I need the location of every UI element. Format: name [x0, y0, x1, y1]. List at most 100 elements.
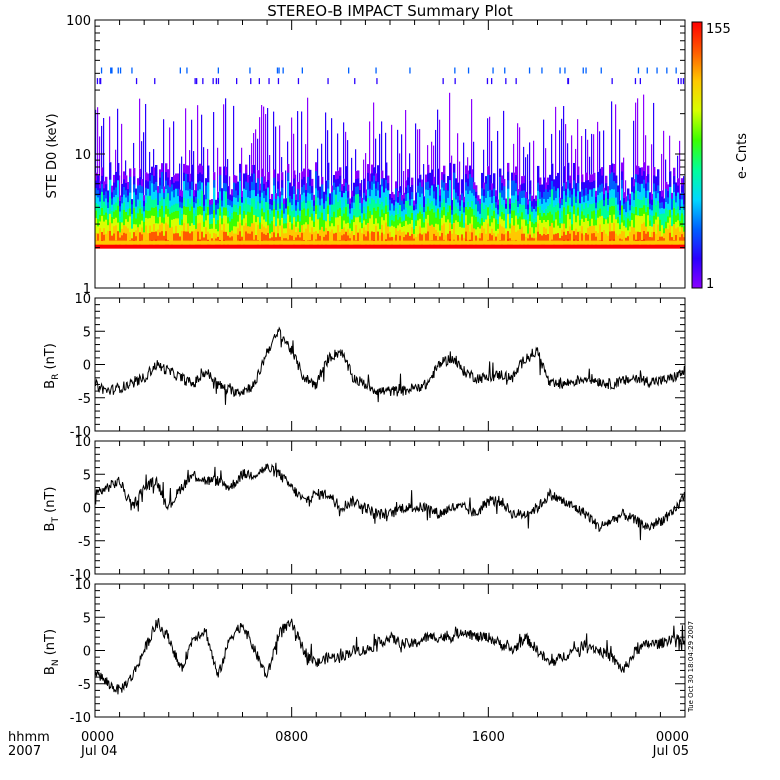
spectrogram-cell	[211, 213, 214, 219]
spectrogram-cell	[679, 231, 682, 238]
spectrogram-cell	[313, 221, 316, 227]
spectrogram-cell	[299, 199, 302, 206]
spectrogram-cell	[567, 162, 570, 172]
spectrogram-streak	[201, 114, 203, 166]
spectrogram-cell	[475, 228, 478, 236]
spectrogram-cell	[281, 194, 284, 203]
spectrogram-cell	[485, 226, 488, 234]
spectrogram-cell	[645, 175, 648, 184]
spectrogram-cell	[185, 189, 188, 199]
spectrogram-cell	[181, 202, 184, 209]
spectrogram-cell	[655, 183, 658, 192]
spectrogram-cell	[167, 184, 170, 194]
spectrogram-cell	[627, 235, 630, 243]
spectrogram-cell	[267, 172, 270, 180]
spectrogram-cell	[633, 179, 636, 187]
spectrogram-cell	[163, 186, 166, 193]
spectrogram-cell	[359, 215, 362, 223]
spectrogram-streak	[259, 117, 261, 184]
spectrogram-cell	[517, 230, 520, 237]
spectrogram-cell	[675, 182, 678, 190]
spectrogram-cell	[239, 188, 242, 198]
spectrogram-cell	[147, 232, 150, 241]
spectrogram-cell	[233, 182, 236, 190]
spectrogram-cell	[333, 233, 336, 241]
spectrogram-cell	[331, 216, 334, 224]
xaxis-label-year: 2007	[8, 744, 41, 759]
spectrogram-streak	[581, 135, 583, 175]
spectrogram-cell	[521, 211, 524, 220]
spectrogram-cell	[191, 231, 194, 240]
spectrogram-cell	[101, 167, 104, 176]
spectrogram-cell	[489, 203, 492, 212]
spectrogram-cell	[677, 206, 680, 214]
spectrogram-cell	[683, 198, 685, 205]
spectrogram-cell	[663, 208, 666, 214]
spectrogram-cell	[161, 205, 164, 215]
spectrogram-cell	[605, 204, 608, 213]
spectrogram-cell	[311, 227, 314, 235]
spectrogram-cell	[383, 185, 386, 193]
spectrogram-cell	[383, 192, 386, 200]
spectrogram-cell	[551, 214, 554, 223]
spectrogram-cell	[119, 226, 122, 233]
spectrogram-cell	[437, 208, 440, 217]
spectrogram-cell	[201, 231, 204, 240]
spectrogram-cell	[371, 206, 374, 215]
spectrogram-cell	[229, 231, 232, 238]
spectrogram-cell	[307, 184, 310, 193]
spectrogram-cell	[127, 195, 130, 203]
spectrogram-cell	[133, 199, 136, 209]
spectrogram-cell	[375, 232, 378, 241]
spectrogram-cell	[389, 220, 392, 227]
spectrogram-cell	[221, 194, 224, 201]
spectrogram-cell	[123, 179, 126, 188]
spectrogram-cell	[677, 219, 680, 228]
spectrogram-streak	[269, 155, 271, 199]
spectrogram-cell	[355, 186, 358, 195]
spectrogram-cell	[621, 179, 624, 189]
spectrogram-cell	[639, 199, 642, 209]
spectrogram-cell	[103, 234, 106, 242]
spectrogram-cell	[669, 209, 672, 218]
spectrogram-cell	[183, 189, 186, 198]
spectrogram-cell	[535, 200, 538, 207]
spectrogram-cell	[365, 224, 368, 231]
spectrogram-cell	[271, 215, 274, 222]
spectrogram-cell	[387, 226, 390, 234]
spectrogram-streak	[409, 153, 411, 187]
spectrogram-cell	[589, 233, 592, 241]
spectrogram-cell	[539, 184, 542, 192]
spectrogram-cell	[189, 225, 192, 234]
spectrogram-cell	[433, 226, 436, 234]
spectrogram-cell	[625, 227, 628, 233]
spectrogram-cell	[363, 185, 366, 193]
spectrogram-cell	[305, 208, 308, 216]
spectrogram-cell	[359, 189, 362, 197]
spectrogram-cell	[385, 205, 388, 214]
spectrogram-cell	[223, 223, 226, 232]
spectrogram-cell	[249, 176, 252, 184]
spectrogram-cell	[323, 230, 326, 237]
spectrogram-cell	[107, 213, 110, 220]
spectrogram-cell	[579, 197, 582, 204]
spectrogram-cell	[609, 189, 612, 199]
spectrogram-cell	[491, 221, 494, 229]
spectrogram-cell	[101, 223, 104, 233]
spectrogram-cell	[305, 221, 308, 229]
spectrogram-streak	[173, 121, 175, 176]
spectrogram-cell	[613, 230, 616, 240]
spectrogram-cell	[493, 225, 496, 234]
spectrogram-cell	[335, 201, 338, 210]
spectrogram-cell	[379, 203, 382, 211]
bt-ytick-label: 10	[74, 435, 91, 450]
spectrogram-cell	[173, 204, 176, 212]
spectrogram-cell	[471, 177, 474, 186]
spectrogram-cell	[301, 209, 304, 218]
spectrogram-cell	[429, 172, 432, 181]
spectrogram-cell	[377, 214, 380, 224]
spectrogram-cell	[661, 196, 664, 203]
spectrogram-cell	[241, 207, 244, 215]
spectrogram-cell	[141, 185, 144, 194]
spectrogram-cell	[489, 233, 492, 241]
